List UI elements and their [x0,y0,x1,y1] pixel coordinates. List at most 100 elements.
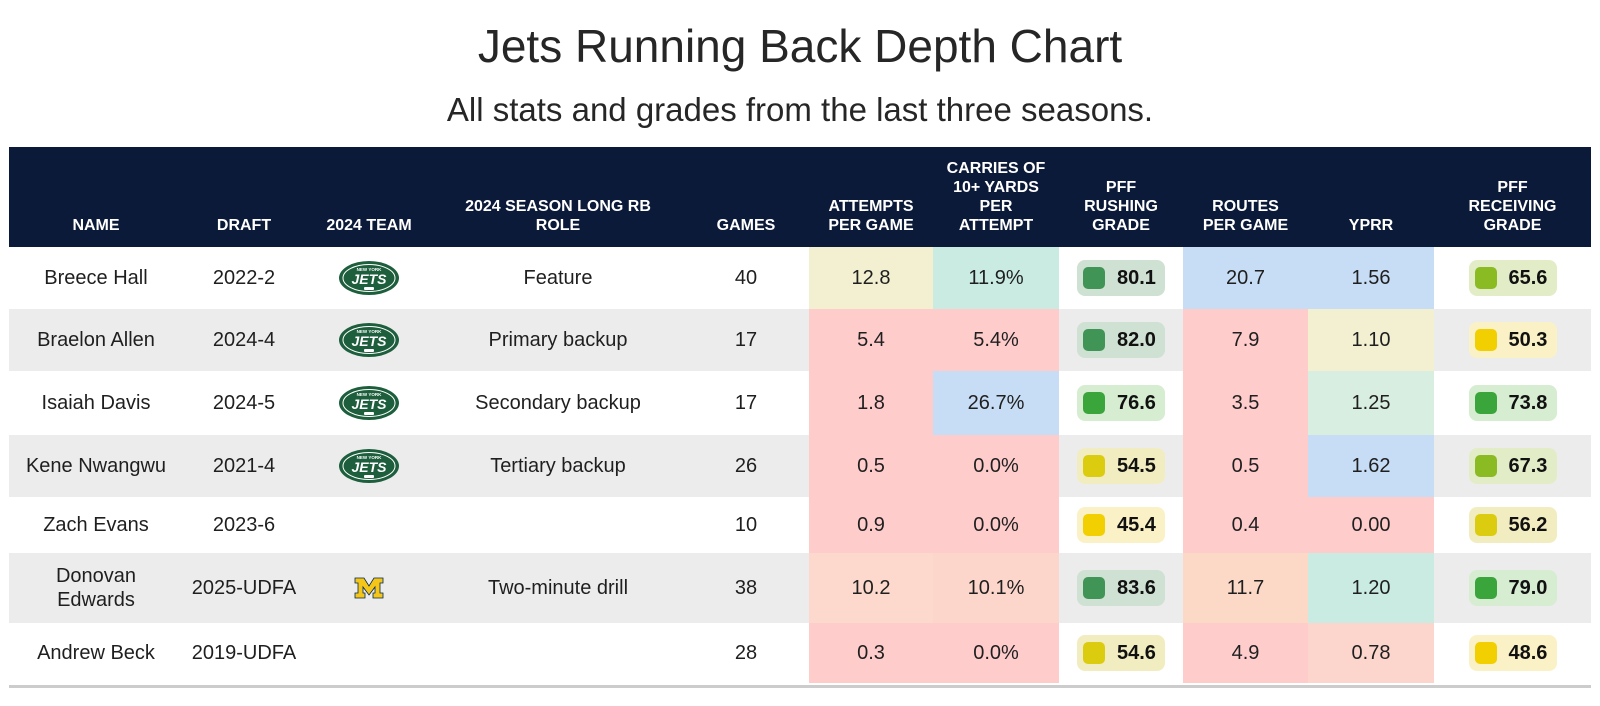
grade-value: 45.4 [1117,514,1156,536]
grade-swatch [1474,392,1497,414]
role-cell [433,623,683,683]
grade-value: 76.6 [1117,392,1156,414]
svg-text:JETS: JETS [351,459,387,475]
carries-10plus-pct-cell: 10.1% [933,553,1059,623]
grade-badge: 79.0 [1468,570,1557,606]
rushing-grade-cell: 54.6 [1059,623,1183,683]
grade-swatch [1083,514,1105,536]
carries-10plus-pct-cell: 0.0% [933,623,1059,683]
routes-per-game-cell: 7.9 [1183,309,1308,371]
grade-badge: 82.0 [1077,322,1165,358]
grade-swatch [1083,392,1105,414]
role-cell [433,497,683,553]
games-cell: 26 [734,455,758,477]
grade-swatch [1083,329,1105,351]
receiving-grade-cell: 48.6 [1434,623,1591,683]
table-row: Isaiah Davis 2024-5 NEW YORK JETS Seconda… [9,371,1591,435]
column-header: CARRIES OF 10+ YARDS PER ATTEMPT [946,160,1046,234]
games-cell: 40 [734,267,758,289]
grade-badge: 45.4 [1077,507,1165,543]
table-row: Donovan Edwards 2025-UDFA Two-minute dril… [9,553,1591,623]
grade-badge: 80.1 [1077,260,1165,296]
table-row: Braelon Allen 2024-4 NEW YORK JETS Primar… [9,309,1591,371]
grade-swatch [1474,514,1497,536]
rushing-grade-cell: 83.6 [1059,553,1183,623]
draft-cell: 2021-4 [212,455,276,477]
receiving-grade-cell: 73.8 [1434,371,1591,435]
table-header: NAME DRAFT 2024 TEAM 2024 SEASON LONG RB RO… [9,147,1591,247]
jets-logo-icon: NEW YORK JETS [339,449,399,483]
role-cell: Secondary backup [475,392,641,414]
table-row: Kene Nwangwu 2021-4 NEW YORK JETS Tertiar… [9,435,1591,497]
grade-badge: 50.3 [1468,322,1557,358]
team-logo-cell: NEW YORK JETS [305,435,433,497]
grade-value: 50.3 [1508,329,1548,351]
carries-10plus-pct-cell: 5.4% [933,309,1059,371]
attempts-per-game-cell: 10.2 [809,553,933,623]
attempts-per-game-cell: 0.9 [809,497,933,553]
grade-badge: 65.6 [1468,260,1557,296]
grade-value: 80.1 [1117,267,1156,289]
role-cell: Tertiary backup [490,455,626,477]
svg-text:NEW YORK: NEW YORK [357,392,382,397]
svg-text:NEW YORK: NEW YORK [357,329,382,334]
page-title: Jets Running Back Depth Chart [477,20,1123,72]
page-subtitle: All stats and grades from the last three… [446,91,1154,128]
grade-swatch [1083,267,1105,289]
column-header: ROUTES PER GAME [1202,198,1289,234]
receiving-grade-cell: 67.3 [1434,435,1591,497]
routes-per-game-cell: 0.4 [1183,497,1308,553]
grade-value: 48.6 [1508,642,1548,664]
games-cell: 38 [734,577,758,599]
attempts-per-game-cell: 0.5 [809,435,933,497]
draft-cell: 2019-UDFA [191,642,297,664]
grade-badge: 67.3 [1468,448,1557,484]
rushing-grade-cell: 80.1 [1059,247,1183,309]
receiving-grade-cell: 50.3 [1434,309,1591,371]
attempts-per-game-cell: 1.8 [809,371,933,435]
column-header: ATTEMPTS PER GAME [828,198,914,234]
games-cell: 10 [734,514,758,536]
receiving-grade-cell: 56.2 [1434,497,1591,553]
svg-text:NEW YORK: NEW YORK [357,267,382,272]
carries-10plus-pct-cell: 0.0% [933,435,1059,497]
team-logo-cell [305,623,433,683]
name-cell: Breece Hall [44,267,148,289]
name-cell: Donovan Edwards [55,565,137,611]
draft-cell: 2024-4 [212,329,276,351]
name-cell: Zach Evans [43,514,149,536]
table-body: Breece Hall 2022-2 NEW YORK JETS Feature 4… [9,247,1591,683]
yprr-cell: 0.00 [1308,497,1434,553]
team-logo-cell [305,497,433,553]
yprr-cell: 0.78 [1308,623,1434,683]
grade-swatch [1474,577,1497,599]
carries-10plus-pct-cell: 0.0% [933,497,1059,553]
column-header: 2024 SEASON LONG RB ROLE [465,198,651,234]
grade-swatch [1083,455,1105,477]
column-header: PFF RUSHING GRADE [1084,179,1158,234]
table-row: Zach Evans 2023-6 10 0.9 0.0% 45.4 0.4 0.00 56.2 [9,497,1591,553]
grade-swatch [1083,642,1105,664]
team-logo-cell [305,553,433,623]
routes-per-game-cell: 3.5 [1183,371,1308,435]
draft-cell: 2024-5 [212,392,276,414]
grade-value: 54.5 [1117,455,1156,477]
column-header: 2024 TEAM [326,217,412,234]
name-cell: Kene Nwangwu [25,455,167,477]
column-header: NAME [72,217,120,234]
routes-per-game-cell: 4.9 [1183,623,1308,683]
name-cell: Andrew Beck [37,642,155,664]
jets-logo-icon: NEW YORK JETS [339,261,399,295]
grade-swatch [1083,577,1105,599]
games-cell: 17 [734,329,758,351]
grade-badge: 48.6 [1468,635,1557,671]
jets-logo-icon: NEW YORK JETS [339,386,399,420]
grade-value: 79.0 [1508,577,1548,599]
yprr-cell: 1.62 [1308,435,1434,497]
grade-badge: 56.2 [1468,507,1557,543]
grade-value: 56.2 [1508,514,1548,536]
name-cell: Braelon Allen [37,329,155,351]
carries-10plus-pct-cell: 11.9% [933,247,1059,309]
routes-per-game-cell: 20.7 [1183,247,1308,309]
column-header: PFF RECEIVING GRADE [1468,179,1557,234]
